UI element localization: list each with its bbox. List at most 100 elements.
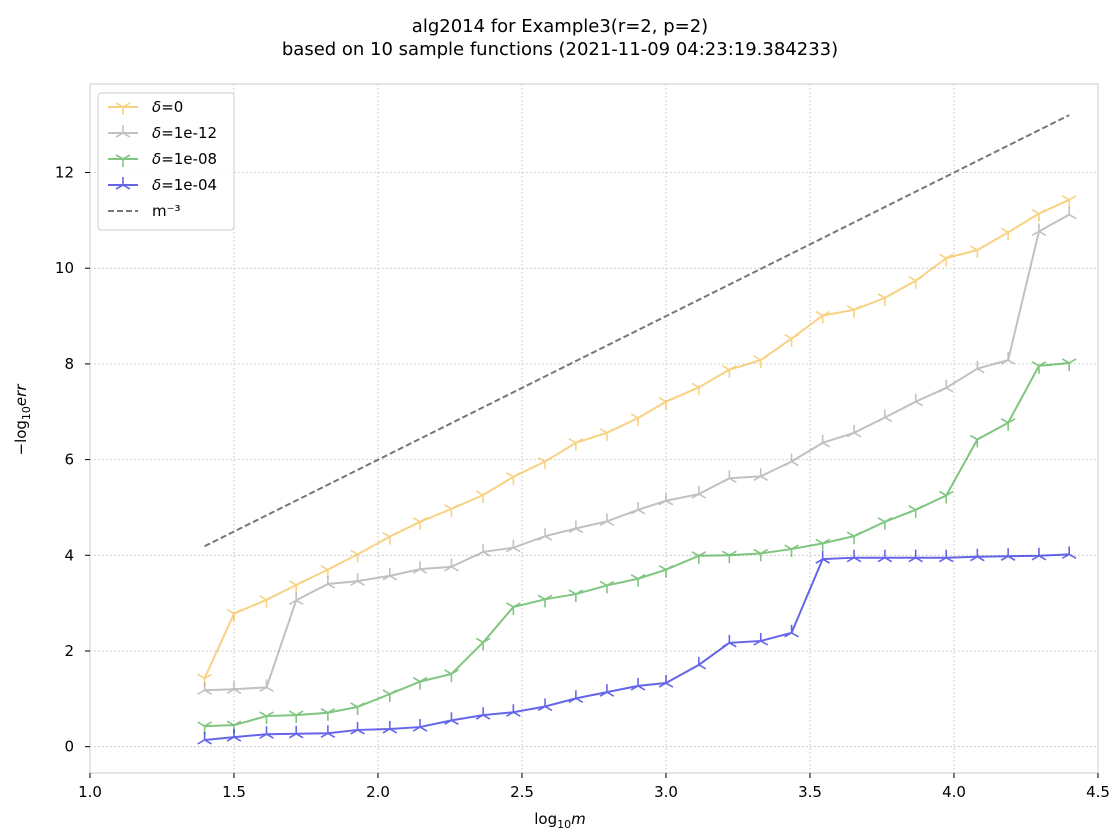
data-point: [1061, 546, 1077, 560]
data-point: [753, 355, 769, 369]
data-point: [350, 721, 365, 735]
data-point: [320, 576, 336, 589]
data-point: [475, 707, 491, 720]
legend-entry-2: δ=1e-08: [108, 150, 217, 168]
data-point: [1061, 195, 1077, 208]
data-point: [815, 310, 830, 324]
y-axis-label: −log10err: [12, 384, 33, 456]
data-point: [382, 720, 398, 734]
data-point: [1031, 208, 1047, 222]
data-point: [658, 492, 674, 506]
data-point: [568, 520, 584, 534]
plot-frame: [89, 83, 1099, 774]
data-point: [444, 558, 459, 572]
data-point: [412, 561, 428, 574]
legend-label: δ=1e-04: [152, 176, 217, 194]
data-point: [630, 501, 646, 515]
data-point: [938, 549, 954, 563]
data-point: [568, 438, 584, 451]
data-point: [1031, 361, 1047, 374]
data-point: [691, 551, 707, 564]
data-point: [537, 698, 553, 712]
x-tick-label: 4.0: [942, 783, 966, 801]
x-axis-ticks: 1.0 1.5 2.0 2.5 3.0 3.5 4.0 4.5: [78, 773, 1110, 801]
data-point: [691, 486, 707, 499]
data-point: [658, 397, 674, 410]
data-point: [537, 594, 553, 608]
data-point: [320, 725, 336, 738]
data-point: [599, 684, 615, 697]
data-point: [970, 434, 985, 448]
x-tick-label: 2.5: [510, 783, 534, 801]
grid-lines: [89, 84, 1099, 773]
data-point: [350, 702, 365, 715]
data-point: [288, 580, 304, 593]
y-tick-label: 0: [64, 738, 74, 756]
y-tick-label: 12: [55, 164, 74, 182]
x-tick-label: 4.5: [1086, 783, 1110, 801]
data-point: [908, 549, 924, 563]
data-point: [691, 382, 707, 396]
data-point: [846, 549, 862, 563]
x-axis-label-base: log: [534, 810, 557, 828]
data-point: [599, 513, 615, 527]
data-point: [599, 428, 615, 441]
data-point: [475, 543, 491, 557]
data-point: [506, 539, 521, 553]
data-point: [350, 549, 365, 563]
data-point: [877, 517, 893, 530]
series-line: [204, 213, 1070, 692]
data-point: [288, 725, 304, 739]
data-point: [722, 470, 737, 483]
legend: δ=0 δ=1e-12 δ=1e-08 δ=1e-04 m⁻³: [97, 92, 235, 231]
data-point: [1061, 206, 1077, 220]
x-tick-label: 3.5: [798, 783, 822, 801]
data-point: [1000, 418, 1016, 431]
data-point: [412, 517, 428, 530]
data-point: [444, 504, 459, 517]
data-point: [444, 712, 459, 726]
data-point: [722, 550, 737, 564]
data-point: [908, 275, 924, 289]
data-point: [382, 531, 398, 545]
y-axis-label-sub: 10: [20, 406, 33, 420]
data-point: [537, 456, 553, 470]
data-point: [259, 726, 274, 739]
y-tick-label: 8: [64, 355, 74, 373]
data-point: [412, 676, 428, 690]
data-point: [630, 413, 646, 426]
data-point: [1000, 548, 1016, 561]
y-tick-label: 2: [64, 642, 74, 660]
data-point: [1000, 352, 1016, 365]
data-point: [259, 679, 274, 693]
data-point: [537, 528, 553, 541]
legend-label: δ=1e-12: [152, 124, 217, 142]
data-point: [846, 531, 862, 545]
data-point: [784, 624, 799, 638]
data-point: [259, 595, 274, 608]
data-point: [259, 711, 274, 725]
plot-area-border: [89, 83, 1099, 774]
data-point: [288, 710, 304, 724]
reference-line-group: [204, 114, 1070, 548]
data-point: [753, 548, 769, 562]
data-point: [1031, 547, 1047, 561]
y-axis-ticks: 0 2 4 6 8 10 12: [55, 164, 90, 756]
y-tick-label: 10: [55, 259, 74, 277]
data-point: [475, 637, 491, 651]
data-point: [115, 177, 131, 190]
data-point: [197, 731, 212, 745]
data-point: [1000, 227, 1016, 241]
data-point: [815, 551, 830, 564]
data-point: [970, 548, 985, 562]
data-point: [938, 253, 954, 267]
y-tick-label: 4: [64, 546, 74, 564]
series-1: [197, 206, 1077, 695]
legend-label: m⁻³: [152, 202, 181, 220]
series-2: [197, 358, 1077, 735]
chart-subtitle: based on 10 sample functions (2021-11-09…: [282, 39, 838, 60]
data-point: [784, 544, 799, 558]
legend-label: δ=1e-08: [152, 150, 217, 168]
series-0: [197, 195, 1077, 687]
x-axis-label: log10m: [534, 810, 586, 831]
